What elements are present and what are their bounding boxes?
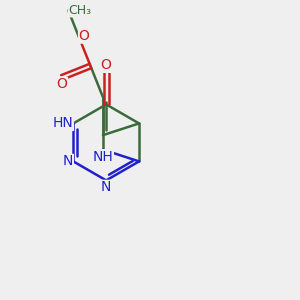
Text: O: O: [79, 29, 89, 43]
Text: O: O: [101, 58, 112, 72]
Text: NH: NH: [93, 150, 113, 164]
Text: CH₃: CH₃: [68, 4, 92, 17]
Text: HN: HN: [52, 116, 73, 130]
Text: N: N: [101, 180, 111, 194]
Text: N: N: [63, 154, 73, 168]
Text: O: O: [57, 77, 68, 92]
